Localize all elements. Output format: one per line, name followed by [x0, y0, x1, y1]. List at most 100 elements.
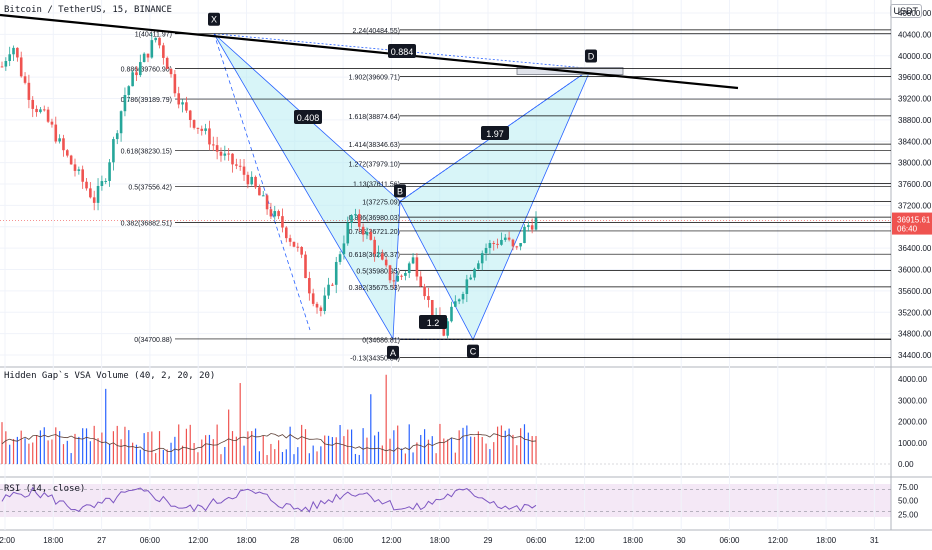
time-tick-label: 31: [870, 536, 879, 545]
candle-body: [519, 243, 522, 247]
candle-body: [146, 53, 150, 58]
candle-body: [35, 108, 38, 113]
candle-body: [104, 180, 108, 182]
candle-body: [269, 209, 273, 217]
candle-body: [92, 197, 96, 203]
candle-body: [181, 102, 184, 105]
candle-body: [142, 53, 146, 63]
candle-body: [327, 284, 330, 296]
candle-body: [192, 120, 196, 128]
fib-label: -0.13(34350.34): [350, 356, 400, 363]
candle-body: [500, 239, 503, 245]
candle-body: [296, 246, 300, 248]
time-tick-label: 18:00: [236, 536, 257, 545]
candle-body: [288, 238, 292, 242]
price-tick-label: 36000.00: [898, 266, 932, 275]
candle-body: [384, 259, 388, 266]
candle-body: [219, 151, 223, 156]
candle-body: [261, 195, 265, 197]
candle-body: [23, 76, 27, 83]
fib-label: 0(34686.81): [362, 338, 400, 345]
candle-body: [58, 138, 61, 142]
candle-body: [185, 102, 188, 111]
candle-body: [284, 227, 288, 239]
candle-body: [235, 164, 238, 166]
fib-label: 1(40411.97): [135, 32, 172, 39]
fib-label: 1(37275.09): [362, 199, 400, 206]
candle-body: [46, 109, 50, 122]
pattern-point-marker: [394, 184, 406, 198]
candle-body: [311, 293, 315, 304]
candle-body: [254, 176, 257, 188]
trend-line: [0, 13, 739, 90]
candle-body: [419, 276, 423, 287]
candle-body: [373, 239, 376, 254]
pattern-point-label: D: [588, 52, 595, 62]
candle-body: [96, 185, 100, 203]
volume-tick-label: 3000.00: [898, 396, 927, 405]
candle-body: [127, 86, 131, 95]
candle-body: [177, 93, 181, 105]
candle-body: [350, 215, 353, 223]
fib-label: 2.24(40484.55): [353, 28, 400, 35]
candle-body: [81, 169, 84, 182]
time-tick-label: 18:00: [430, 536, 451, 545]
candle-body: [319, 307, 323, 312]
candle-body: [446, 321, 449, 336]
candle-body: [354, 214, 357, 216]
candle-body: [392, 280, 396, 282]
time-tick-label: 06:00: [333, 536, 354, 545]
candle-body: [31, 99, 35, 109]
currency-badge[interactable]: USDT: [889, 4, 922, 18]
ratio-badge: [481, 126, 509, 140]
candle-body: [496, 243, 499, 245]
candle-body: [415, 257, 419, 277]
candle-body: [204, 128, 207, 131]
candle-body: [150, 40, 154, 58]
candle-body: [154, 37, 157, 41]
candle-body: [16, 47, 19, 58]
time-tick-label: 12:00: [381, 536, 402, 545]
ratio-label: 1.2: [427, 318, 440, 328]
candle-body: [162, 45, 165, 58]
candle-body: [488, 243, 492, 248]
rsi-tick-label: 50.00: [898, 497, 919, 506]
candle-body: [66, 150, 69, 156]
candle-body: [338, 254, 342, 262]
rsi-panel-title: RSI (14, close): [4, 484, 86, 494]
volume-tick-label: 2000.00: [898, 418, 927, 427]
candle-body: [492, 243, 496, 245]
candle-body: [85, 181, 88, 189]
pattern-point-marker: [208, 12, 220, 26]
fib-label: 0.5(37556.42): [128, 184, 172, 191]
candle-body: [465, 279, 469, 294]
candle-body: [484, 247, 488, 254]
candle-body: [215, 145, 219, 152]
candle-body: [454, 301, 457, 307]
candle-body: [480, 253, 484, 264]
candle-body: [139, 62, 142, 76]
candle-body: [477, 263, 480, 269]
candle-body: [331, 284, 334, 286]
volume-tick-label: 4000.00: [898, 375, 927, 384]
candle-body: [300, 246, 303, 255]
rsi-tick-label: 75.00: [898, 483, 919, 492]
candle-body: [211, 144, 215, 146]
fib-label: 0.886(36980.03): [349, 215, 400, 222]
candle-body: [396, 275, 399, 282]
time-tick-label: 06:00: [719, 536, 740, 545]
candle-body: [227, 153, 230, 155]
rsi-tick-label: 25.00: [898, 510, 919, 519]
price-tick-label: 40800.00: [898, 9, 932, 18]
candle-body: [242, 166, 246, 175]
candle-body: [281, 216, 284, 228]
candle-body: [223, 153, 227, 156]
candle-body: [115, 133, 119, 140]
pattern-point-label: B: [397, 186, 403, 196]
candle-body: [108, 162, 111, 181]
candle-body: [119, 111, 123, 134]
candle-body: [430, 300, 434, 319]
candle-body: [407, 263, 411, 274]
